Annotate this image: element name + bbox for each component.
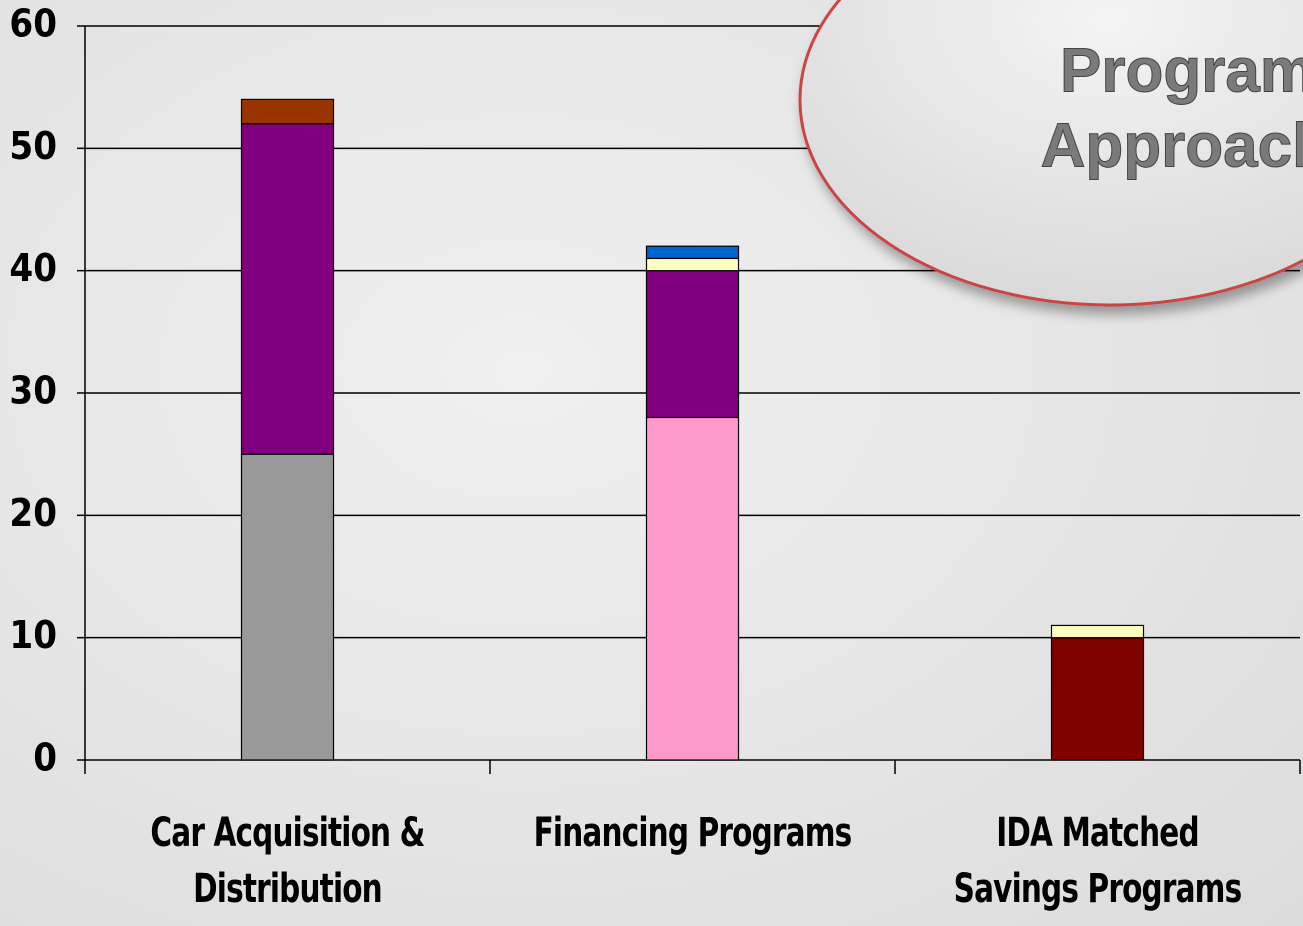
bar-segment <box>645 257 740 272</box>
callout-text: Program <box>1060 36 1303 105</box>
x-tick-label: Car Acquisition & Distribution <box>150 810 425 912</box>
y-tick-label: 0 <box>33 736 57 780</box>
callout-text: Approach <box>1041 111 1303 180</box>
y-tick-label: 20 <box>9 491 57 535</box>
bar-segment <box>645 416 740 761</box>
bar-segment <box>240 98 335 125</box>
bar-segment <box>645 270 740 419</box>
y-tick-label: 40 <box>9 246 57 290</box>
bar-segment <box>240 453 335 761</box>
callout: Program Approach <box>798 0 1303 307</box>
x-tick-label: Financing Programs <box>533 810 853 856</box>
bar-segment <box>240 123 335 455</box>
y-tick-label: 50 <box>9 124 57 168</box>
x-tick-label: IDA Matched Savings Programs <box>953 810 1243 912</box>
callout-oval <box>798 0 1303 307</box>
y-tick-label: 30 <box>9 369 57 413</box>
y-tick-label: 10 <box>9 613 57 657</box>
y-tick-label: 60 <box>9 2 57 46</box>
bar-segment <box>645 245 740 260</box>
bar-segment <box>1050 624 1145 639</box>
plot: 0 10 20 30 40 50 60 <box>9 2 1301 780</box>
bar-segment <box>1050 637 1145 761</box>
